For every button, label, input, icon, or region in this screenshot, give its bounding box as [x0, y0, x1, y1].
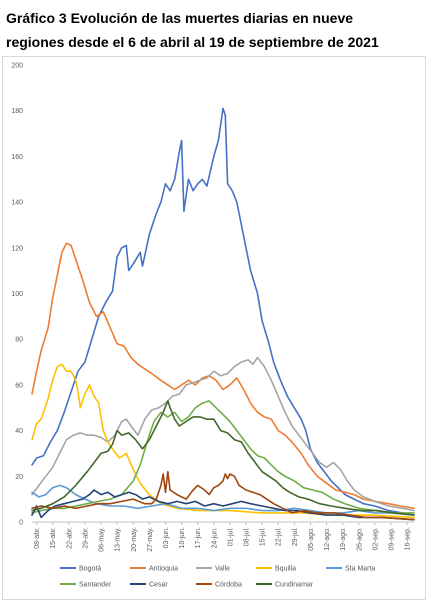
- legend-item: Cesar: [130, 582, 168, 589]
- y-tick-label: 200: [11, 63, 23, 70]
- x-tick-label: 06-may.: [99, 527, 106, 552]
- x-tick-label: 05-ago.: [308, 527, 315, 551]
- x-tick-label: 02-sep.: [372, 527, 379, 550]
- legend-label: Bogotá: [79, 566, 101, 573]
- chart-title-line-1: Gráfico 3 Evolución de las muertes diari…: [6, 10, 354, 26]
- x-tick-label: 22-jul.: [276, 527, 283, 546]
- x-tick-label: 12-ago.: [324, 527, 331, 551]
- x-tick-label: 29-jul.: [292, 527, 299, 546]
- x-tick-label: 24-jun.: [211, 527, 218, 548]
- x-tick-label: 19-ago.: [340, 527, 347, 551]
- x-tick-label: 09-sep.: [388, 527, 395, 550]
- x-tick-label: 27-may.: [147, 527, 154, 552]
- legend: Bogotá Antioquia Valle Bquilla Sta Marta Sant…: [60, 566, 375, 589]
- y-tick-label: 40: [15, 428, 23, 435]
- series-line-santander: [31, 400, 415, 514]
- y-tick-label: 80: [15, 337, 23, 344]
- y-tick-label: 60: [15, 382, 23, 389]
- chart-frame: [2, 56, 426, 600]
- x-tick-label: 16-sep.: [405, 527, 412, 550]
- series-lines: [31, 107, 415, 521]
- series-line-bquilla: [31, 363, 415, 519]
- x-tick-label: 15-jul.: [260, 527, 267, 546]
- x-tick-label: 29-abr.: [82, 527, 89, 549]
- x-axis: 08-abr. 15-abr. 22-abr. 29-abr. 06-may. 13-ma…: [32, 521, 414, 552]
- legend-item: Bogotá: [60, 566, 101, 573]
- legend-item: Valle: [196, 566, 230, 573]
- series-line-c-rdoba: [31, 470, 415, 521]
- x-tick-label: 20-may.: [131, 527, 138, 552]
- y-tick-label: 120: [11, 245, 23, 252]
- x-tick-label: 26-ago.: [356, 527, 363, 551]
- y-tick-label: 180: [11, 108, 23, 115]
- x-tick-label: 08-jul.: [244, 527, 251, 546]
- x-tick-label: 15-abr.: [50, 527, 57, 549]
- y-tick-label: 0: [19, 520, 23, 527]
- legend-item: Antioquia: [130, 566, 178, 573]
- x-tick-label: 17-jun.: [195, 527, 202, 548]
- legend-label: Antioquia: [149, 566, 178, 573]
- legend-label: Cundinamar: [275, 582, 314, 589]
- legend-label: Sta Marta: [345, 566, 375, 573]
- legend-label: Bquilla: [275, 566, 296, 573]
- series-line-bogot-: [31, 107, 415, 516]
- legend-item: Bquilla: [256, 566, 296, 573]
- legend-label: Cesar: [149, 582, 168, 589]
- y-axis: 0 20 40 60 80 100 120 140 160 180 200: [11, 63, 23, 527]
- legend-label: Córdoba: [215, 582, 242, 589]
- x-tick-label: 01-jul.: [227, 527, 234, 546]
- chart-title-line-2: regiones desde el 6 de abril al 19 de se…: [6, 34, 379, 50]
- legend-item: Córdoba: [196, 582, 242, 589]
- series-line-valle: [31, 356, 415, 512]
- series-line-antioquia: [31, 242, 415, 510]
- y-tick-label: 140: [11, 200, 23, 207]
- y-tick-label: 160: [11, 154, 23, 161]
- series-line-cesar: [31, 489, 415, 521]
- x-tick-label: 03-jun.: [163, 527, 170, 548]
- legend-item: Santander: [60, 582, 112, 589]
- series-line-cundinamar: [31, 400, 415, 516]
- legend-label: Valle: [215, 566, 230, 573]
- legend-item: Sta Marta: [326, 566, 375, 573]
- y-tick-label: 20: [15, 474, 23, 481]
- chart-title: Gráfico 3 Evolución de las muertes diari…: [6, 6, 426, 54]
- x-tick-label: 08-abr.: [34, 527, 41, 549]
- x-tick-label: 22-abr.: [66, 527, 73, 549]
- x-tick-label: 13-may.: [115, 527, 122, 552]
- legend-item: Cundinamar: [256, 582, 314, 589]
- y-tick-label: 100: [11, 291, 23, 298]
- x-tick-label: 10-jun.: [179, 527, 186, 548]
- legend-label: Santander: [79, 582, 112, 589]
